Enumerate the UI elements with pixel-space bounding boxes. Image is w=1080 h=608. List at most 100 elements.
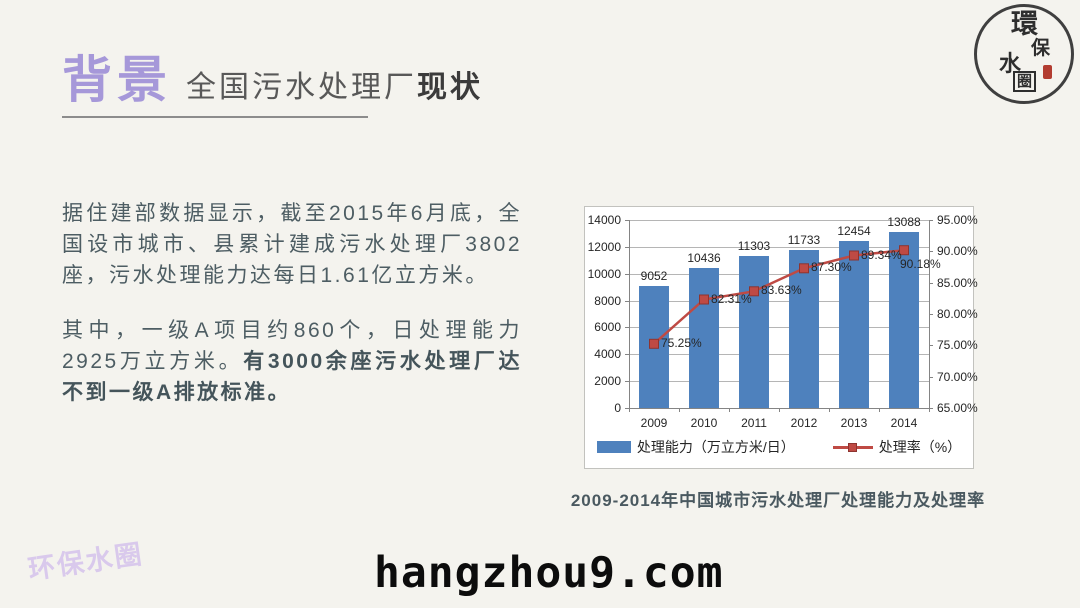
axis-tick [929,376,933,378]
gridline [629,354,929,356]
gridline [629,300,929,302]
bar [689,267,719,408]
right-axis-tick-label: 90.00% [937,244,978,259]
logo-char: 圈 [1013,71,1037,92]
chart-caption: 2009-2014年中国城市污水处理厂处理能力及处理率 [570,491,986,510]
header: 背景 全国污水处理厂现状 [62,40,483,112]
axis-tick [929,345,933,347]
bar-legend-swatch [596,441,631,453]
axis-tick [625,300,629,302]
right-axis-tick-label: 75.00% [937,338,978,353]
x-axis-tick [879,408,880,412]
left-axis-tick-label: 12000 [587,239,621,254]
watermark: 环保水圈 [26,538,146,585]
line-marker [899,245,909,256]
right-axis-tick-label: 80.00% [937,307,978,321]
bar-value-label: 10436 [687,250,721,265]
red-seal-icon [1043,65,1052,79]
right-axis-line [929,220,930,408]
left-axis-tick-label: 2000 [594,374,621,389]
x-axis-tick [729,408,730,412]
legend-item-capacity: 处理能力（万立方米/日） [596,437,795,457]
right-axis-tick-label: 95.00% [937,213,978,227]
left-axis-tick-label: 14000 [587,213,621,227]
line-value-label: 87.30% [811,260,852,275]
x-axis-category-label: 2014 [890,416,918,430]
paragraph-2: 其中，一级A项目约860个，日处理能力2925万立方米。有3000余座污水处理厂… [62,315,522,408]
logo-char: 保 [1031,37,1051,59]
axis-tick [929,251,933,253]
line-marker [799,263,809,274]
x-axis-tick [929,408,930,412]
x-axis-tick [629,408,630,412]
left-axis-tick-label: 0 [614,401,621,415]
line-value-label: 75.25% [661,335,702,350]
axis-tick [625,246,629,248]
axis-tick [625,381,629,383]
bar-value-label: 11733 [787,233,821,248]
page-subtitle: 全国污水处理厂现状 [186,62,483,106]
legend-item-rate: 处理率（%） [832,437,962,457]
gridline [629,273,929,275]
x-axis-tick [779,408,780,412]
bar [789,250,819,408]
bar-value-label: 12454 [837,223,871,238]
paragraph-2-bold: 有3000余座污水处理厂达不到一级A排放标准。 [62,350,523,404]
x-axis-category-label: 2012 [790,416,818,430]
page-title: 背景 [62,52,172,108]
line-legend-swatch [832,442,873,452]
left-axis-tick-label: 10000 [587,266,621,281]
x-axis-tick [829,408,830,412]
body-text: 据住建部数据显示，截至2015年6月底，全国设市城市、县累计建成污水处理厂380… [62,198,522,432]
axis-tick [929,408,933,409]
left-axis-tick-label: 6000 [594,320,621,335]
bar-value-label: 13088 [887,215,921,230]
logo-char: 水 [999,51,1022,77]
right-axis-tick-label: 70.00% [937,369,978,384]
axis-tick [625,220,629,221]
paragraph-1: 据住建部数据显示，截至2015年6月底，全国设市城市、县累计建成污水处理厂380… [62,202,522,287]
bar [889,232,919,408]
axis-tick [929,282,933,284]
gridline [629,220,929,221]
gridline [629,246,929,248]
right-axis-tick-label: 65.00% [937,401,978,415]
line-marker [699,294,709,305]
legend-item-rate-label: 处理率（%） [878,439,962,455]
x-axis-category-label: 2010 [690,416,718,430]
footer-url: hangzhou9.com [374,548,724,598]
left-axis-tick-label: 8000 [594,293,621,308]
subtitle-regular: 全国污水处理厂 [186,71,417,104]
line-series [649,245,909,349]
bar-value-label: 11303 [737,239,771,254]
chart: 14000 12000 10000 8000 6000 4000 2000 0 95.00% 90… [584,206,978,469]
gridline [629,327,929,329]
axis-tick [625,273,629,275]
gridline [629,381,929,383]
axis-tick [625,354,629,356]
legend: 处理能力（万立方米/日） 处理率（%） [585,438,973,456]
axis-tick [625,408,629,409]
line-value-label: 90.18% [900,257,941,272]
brand-stamp-logo: 環 保 水 圈 [974,4,1074,104]
left-axis-line [629,220,630,408]
line-marker [849,250,859,261]
x-axis-category-label: 2013 [840,416,868,430]
paragraph-2-regular: 其中，一级A项目约860个，日处理能力2925万立方米。 [62,319,522,373]
bar-value-label: 9052 [640,269,668,284]
line-marker [649,338,659,349]
line-value-label: 82.31% [711,291,752,306]
x-axis-category-label: 2011 [741,416,767,430]
legend-item-capacity-label: 处理能力（万立方米/日） [636,439,795,455]
bar [839,240,869,408]
line-marker [749,286,759,297]
axis-tick [625,327,629,329]
title-underline [62,116,368,118]
axis-tick [929,220,933,221]
bar [739,256,769,408]
subtitle-bold: 现状 [417,71,483,104]
logo-char: 環 [1011,9,1038,40]
x-axis-tick [679,408,680,412]
x-axis-category-label: 2009 [640,416,668,430]
